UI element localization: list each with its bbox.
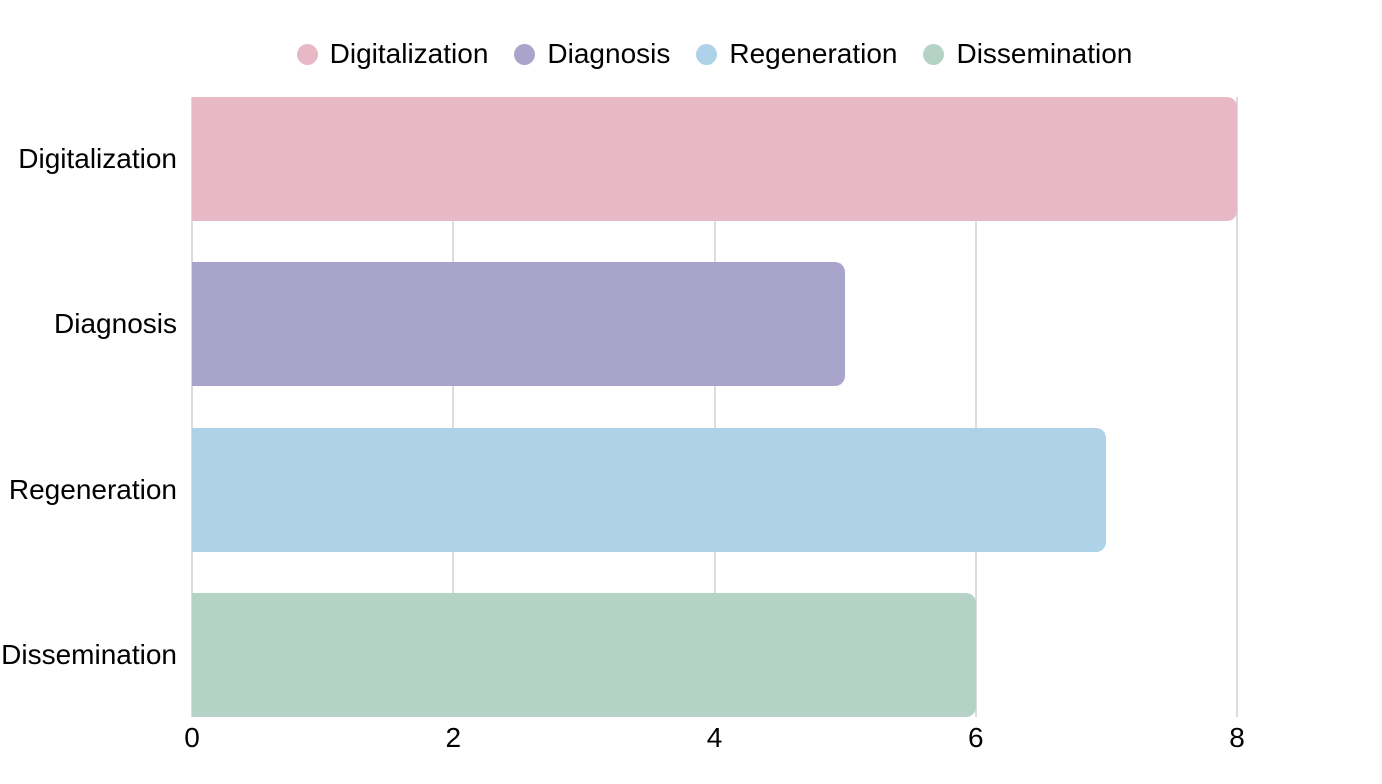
legend-item-diagnosis[interactable]: Diagnosis: [514, 40, 670, 68]
category-label-diagnosis: Diagnosis: [54, 308, 177, 339]
legend-swatch-icon: [514, 43, 536, 65]
legend-item-digitalization[interactable]: Digitalization: [296, 38, 489, 69]
legend-item-dissemination[interactable]: Dissemination: [923, 40, 1132, 68]
category-label-regeneration: Regeneration: [8, 474, 177, 505]
x-tick-label-2: 2: [445, 722, 462, 753]
legend-label: Diagnosis: [547, 38, 671, 69]
category-label-dissemination: Dissemination: [1, 639, 177, 670]
gridline-x-2: [452, 97, 455, 717]
legend-label: Digitalization: [329, 38, 489, 69]
gridline-x-6: [974, 97, 977, 717]
bar-digitalization[interactable]: [192, 97, 1237, 221]
legend-swatch-icon: [696, 43, 718, 65]
bar-diagnosis[interactable]: [192, 262, 846, 386]
x-tick-label-6: 6: [967, 722, 984, 753]
plot-area: [191, 97, 1238, 717]
x-tick-label-4: 4: [706, 722, 723, 753]
legend: Digitalization Diagnosis Regeneration Disse…: [192, 34, 1237, 74]
legend-item-regeneration[interactable]: Regeneration: [696, 40, 897, 68]
x-tick-label-8: 8: [1229, 722, 1245, 753]
gridline-x-0: [191, 97, 193, 717]
legend-label: Regeneration: [729, 38, 898, 69]
category-label-digitalization: Digitalization: [18, 143, 177, 174]
x-tick-label-0: 0: [184, 722, 200, 753]
legend-swatch-icon: [923, 43, 945, 65]
legend-label: Dissemination: [956, 38, 1133, 69]
y-axis-category-labels: Digitalization Diagnosis Regeneration Disse…: [0, 97, 177, 717]
bar-dissemination[interactable]: [192, 593, 976, 717]
gridline-x-8: [1236, 97, 1238, 717]
gridline-x-4: [713, 97, 716, 717]
bar-regeneration[interactable]: [192, 428, 1107, 552]
legend-swatch-icon: [296, 43, 318, 65]
